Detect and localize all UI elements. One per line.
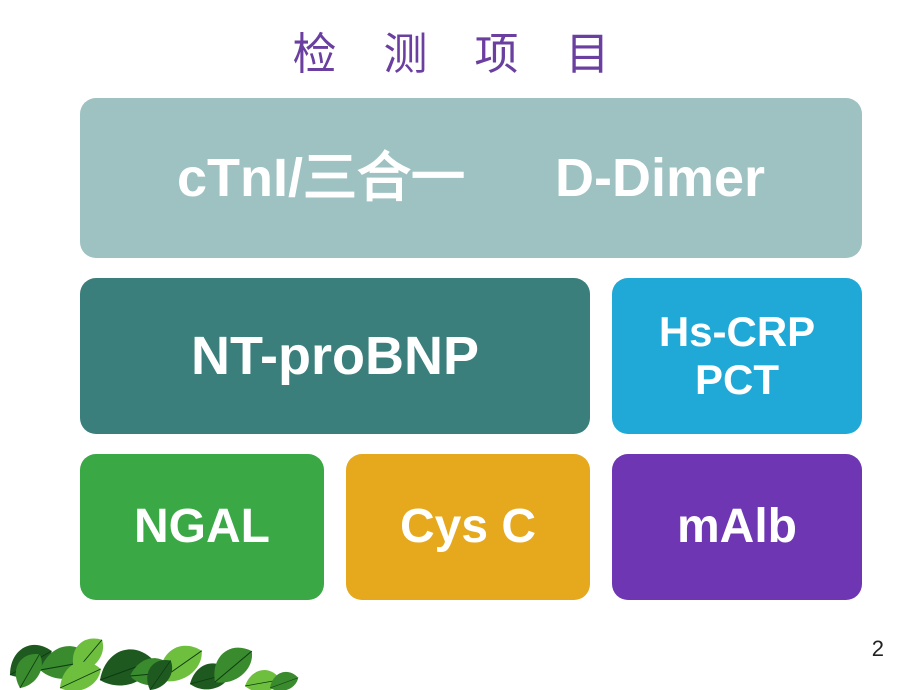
page-title: 检 测 项 目 (0, 0, 920, 92)
box-label: cTnI/三合一 D-Dimer (177, 147, 765, 209)
box-hscrp-pct: Hs-CRPPCT (612, 278, 862, 434)
page-number: 2 (872, 636, 884, 662)
box-label: Hs-CRP (659, 308, 815, 356)
box-malb: mAlb (612, 454, 862, 600)
box-label: Cys C (400, 499, 536, 554)
box-nt-probnp: NT-proBNP (80, 278, 590, 434)
box-label: NT-proBNP (191, 325, 479, 387)
box-label: mAlb (677, 499, 797, 554)
grid-row: NGAL Cys C mAlb (80, 454, 862, 600)
boxes-grid: cTnI/三合一 D-Dimer NT-proBNP Hs-CRPPCT NGAL Cy… (80, 98, 862, 620)
grid-row: NT-proBNP Hs-CRPPCT (80, 278, 862, 434)
grid-row: cTnI/三合一 D-Dimer (80, 98, 862, 258)
box-label: PCT (695, 356, 779, 404)
box-label: NGAL (134, 499, 270, 554)
box-ctni-ddimer: cTnI/三合一 D-Dimer (80, 98, 862, 258)
box-ngal: NGAL (80, 454, 324, 600)
box-cysc: Cys C (346, 454, 590, 600)
